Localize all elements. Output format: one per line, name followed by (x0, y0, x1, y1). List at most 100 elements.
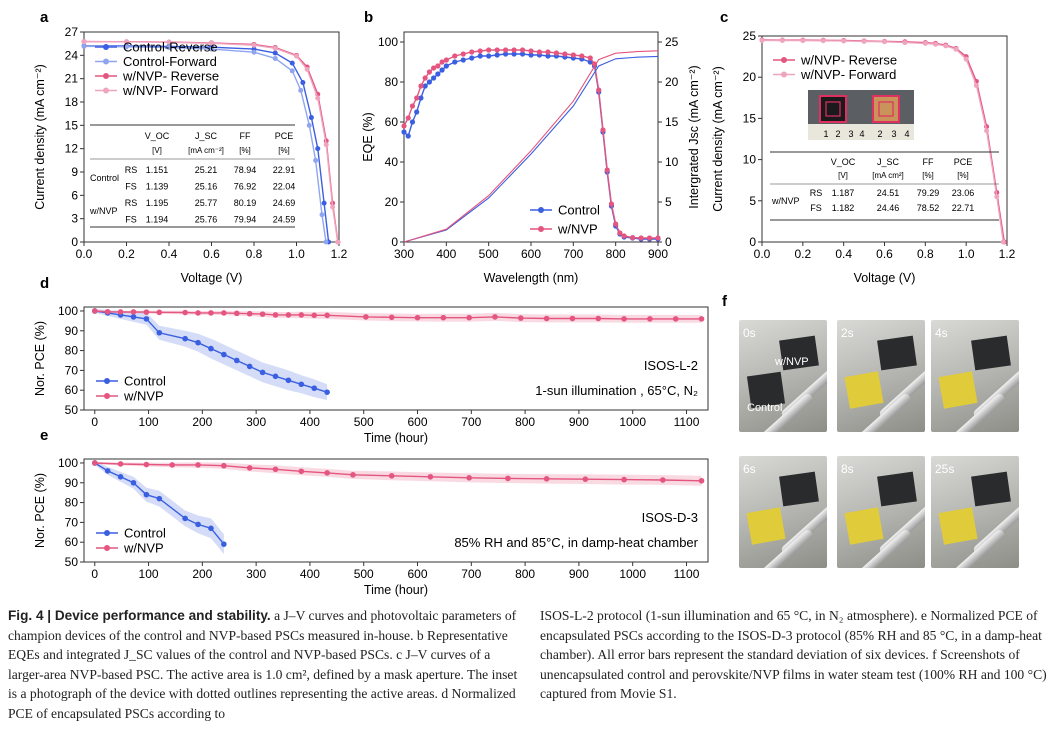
ruler-number: 4 (904, 129, 909, 139)
table-unit: [V] (838, 171, 848, 180)
data-point (319, 212, 325, 218)
steam-test-photo: 8s (837, 456, 925, 568)
data-point (617, 230, 623, 236)
table-cell: 76.92 (234, 182, 257, 192)
data-point (289, 68, 295, 74)
data-point (285, 377, 292, 384)
data-point (922, 40, 928, 46)
data-point (209, 40, 214, 46)
time-label: 4s (935, 326, 948, 340)
x-tick-label: 400 (436, 247, 456, 261)
data-point (117, 309, 124, 315)
series-line (94, 310, 702, 320)
table-cell: 78.94 (234, 165, 257, 175)
x-tick-label: 300 (246, 567, 266, 581)
x-tick-label: 500 (354, 567, 374, 581)
data-point (418, 83, 424, 89)
y-tick-label: 100 (58, 456, 78, 470)
active-area-outline (825, 101, 841, 117)
protocol-label: ISOS-D-3 (642, 510, 698, 525)
data-point (587, 55, 593, 61)
data-point (182, 309, 188, 316)
time-label: 2s (841, 326, 854, 340)
panel-label-e: e (40, 427, 48, 444)
data-point (435, 71, 441, 77)
data-point (156, 329, 163, 336)
y-axis-label: EQE (%) (361, 112, 375, 161)
table-header: V_OC (145, 131, 170, 141)
data-point (569, 315, 576, 322)
legend-marker (103, 44, 109, 50)
legend-entry: Control (124, 526, 166, 541)
table-cell: 1.194 (146, 215, 169, 225)
data-point (166, 45, 172, 51)
table-cell: 78.52 (917, 203, 940, 213)
control-film (844, 371, 884, 409)
data-point (306, 122, 312, 128)
data-point (443, 63, 449, 69)
data-point (638, 235, 644, 241)
data-point (994, 194, 1000, 200)
data-point (104, 308, 111, 315)
data-point (426, 69, 432, 75)
y2-tick-label: 0 (665, 235, 672, 249)
x-tick-label: 0.8 (917, 247, 934, 261)
x-tick-label: 600 (521, 247, 541, 261)
table-cell: 79.29 (917, 188, 940, 198)
plot-frame (83, 306, 709, 411)
panel-label-d: d (40, 275, 49, 292)
figure-canvas: a0.0 0.2 0.4 0.6 0.8 1.0 1.20369121518212427Vo… (33, 9, 1016, 597)
table-cell: 25.16 (195, 182, 218, 192)
data-point (882, 39, 887, 45)
data-point (405, 115, 411, 121)
y-tick-label: 3 (71, 212, 78, 226)
data-point (143, 491, 150, 498)
table-group: w/NVP (89, 206, 118, 216)
x-tick-label: 300 (246, 415, 266, 429)
table-cell: 1.187 (832, 188, 855, 198)
data-point (124, 39, 129, 45)
y-tick-label: 100 (378, 35, 398, 49)
data-point (698, 316, 705, 322)
data-point (608, 201, 615, 207)
legend-marker (538, 226, 544, 232)
legend-entry: Control (558, 203, 600, 218)
data-point (350, 472, 356, 478)
x-tick-label: 600 (408, 415, 428, 429)
data-point (401, 129, 407, 135)
data-point (323, 142, 329, 148)
legend-entry: Control-Reverse (123, 40, 218, 55)
y-tick-label: 27 (65, 25, 79, 39)
y-axis-label: Current density (mA cm⁻²) (33, 64, 47, 210)
data-point (156, 495, 163, 502)
y-tick-label: 80 (65, 344, 79, 358)
table-cell: 22.71 (952, 203, 975, 213)
control-film (938, 507, 978, 545)
data-point (953, 46, 959, 52)
x-tick-label: 900 (648, 247, 668, 261)
series-line (403, 50, 659, 243)
x-tick-label: 900 (569, 415, 589, 429)
data-point (486, 47, 492, 53)
data-point (486, 53, 492, 59)
x-tick-label: 300 (394, 247, 414, 261)
legend-entry: w/NVP- Reverse (122, 69, 219, 84)
legend-entry: Control (124, 374, 166, 389)
table-scan: FS (125, 215, 137, 225)
data-point (452, 53, 458, 59)
caption-fig-label: Fig. 4 | Device performance and stabilit… (8, 608, 271, 623)
control-film (746, 507, 786, 545)
data-point (553, 50, 560, 56)
y-tick-label: 10 (743, 153, 757, 167)
data-point (647, 316, 653, 322)
nvp-label: w/NVP (775, 356, 809, 368)
x-tick-label: 800 (515, 415, 535, 429)
data-point (596, 87, 602, 93)
panel-label-a: a (40, 9, 49, 26)
data-point (321, 200, 327, 206)
table-cell: 22.91 (273, 165, 296, 175)
data-point (251, 42, 257, 48)
table-header: PCE (275, 131, 294, 141)
panel-d-axes: 0 100 200 300 400 500 600 700 800 900 1000 1100 50 60… (33, 304, 709, 445)
x-tick-label: 900 (569, 567, 589, 581)
